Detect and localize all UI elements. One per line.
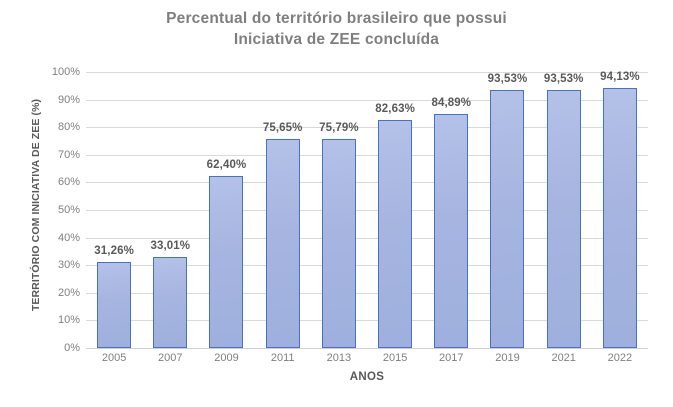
bar-value-label: 33,01% bbox=[150, 239, 191, 252]
x-axis-tick-labels: 2005 2007 2009 2011 2013 2015 2017 2019 2021 2022 bbox=[86, 352, 648, 370]
x-axis-line bbox=[86, 347, 648, 349]
gridline bbox=[86, 292, 648, 294]
bar-value-label: 94,13% bbox=[600, 71, 640, 84]
bar-slot: 33,01% bbox=[142, 72, 198, 348]
bar-value-label: 82,63% bbox=[375, 102, 415, 115]
y-axis-tick-label: 0% bbox=[64, 342, 80, 354]
y-axis-tick-label: 70% bbox=[57, 148, 80, 161]
bar-slot: 62,40% bbox=[198, 72, 254, 348]
plot-area: 31,26% 33,01% 62,40% 75,65% 75,79% 82,63% 84,8… bbox=[86, 71, 648, 349]
bar-value-label: 93,53% bbox=[487, 72, 528, 85]
y-axis-tick-label: 50% bbox=[57, 204, 80, 216]
y-axis-tick-label: 60% bbox=[57, 176, 80, 189]
x-axis-tick-label: 2007 bbox=[158, 352, 183, 364]
bar[interactable] bbox=[265, 139, 300, 348]
y-axis-tick-label: 20% bbox=[57, 286, 80, 299]
y-axis-tick-label: 10% bbox=[57, 314, 80, 327]
gridline bbox=[86, 237, 648, 239]
gridline bbox=[86, 127, 648, 129]
y-axis-tick-labels: 0% 10% 20% 30% 40% 50% 60% 70% 80% 90% 100% bbox=[30, 66, 80, 354]
bar-value-label: 31,26% bbox=[94, 244, 134, 257]
bar-series: 31,26% 33,01% 62,40% 75,65% 75,79% 82,63% 84,8… bbox=[86, 71, 648, 348]
bar-value-label: 62,40% bbox=[206, 158, 247, 171]
chart-title-line-2: Iniciativa de ZEE concluída bbox=[233, 31, 440, 48]
gridline bbox=[86, 182, 648, 184]
bar-slot: 94,13% bbox=[592, 71, 648, 348]
chart-title-line-1: Percentual do território brasileiro que … bbox=[166, 10, 507, 27]
gridline bbox=[86, 99, 648, 101]
x-axis-tick-label: 2022 bbox=[607, 352, 633, 364]
bar[interactable] bbox=[378, 119, 413, 348]
bar-value-label: 84,89% bbox=[431, 96, 472, 109]
gridline bbox=[86, 72, 648, 73]
chart-title: Percentual do território brasileiro que … bbox=[0, 8, 673, 50]
bar[interactable] bbox=[153, 256, 188, 348]
x-axis-tick-label: 2015 bbox=[382, 352, 408, 364]
bar-slot: 31,26% bbox=[86, 72, 142, 348]
y-axis-tick-label: 40% bbox=[57, 231, 80, 244]
x-axis-tick-label: 2017 bbox=[439, 352, 464, 364]
bar-slot: 82,63% bbox=[367, 72, 423, 348]
bar[interactable] bbox=[321, 138, 356, 348]
y-axis-tick-label: 100% bbox=[51, 66, 80, 78]
y-axis-tick-label: 80% bbox=[57, 121, 80, 134]
x-axis-tick-label: 2013 bbox=[326, 352, 352, 364]
bar-slot: 84,89% bbox=[423, 72, 479, 348]
y-axis-tick-label: 90% bbox=[57, 93, 80, 106]
gridline bbox=[86, 154, 648, 156]
bar[interactable] bbox=[209, 175, 244, 348]
bar-value-label: 75,79% bbox=[319, 121, 359, 134]
x-axis-tick-label: 2005 bbox=[101, 352, 127, 364]
bar[interactable] bbox=[97, 261, 132, 348]
bar-slot: 75,65% bbox=[255, 72, 311, 348]
x-axis-title: ANOS bbox=[349, 371, 385, 383]
x-axis-tick-label: 2021 bbox=[551, 352, 576, 364]
gridline bbox=[86, 265, 648, 267]
bar-slot: 93,53% bbox=[536, 72, 592, 348]
bar-slot: 75,79% bbox=[311, 72, 367, 348]
bar[interactable] bbox=[490, 89, 525, 348]
x-axis-tick-label: 2011 bbox=[270, 352, 295, 364]
bar-value-label: 93,53% bbox=[543, 72, 584, 85]
gridline bbox=[86, 320, 648, 322]
bar-value-label: 75,65% bbox=[262, 122, 303, 135]
bar[interactable] bbox=[602, 88, 637, 348]
x-axis-tick-label: 2019 bbox=[495, 352, 520, 364]
bar[interactable] bbox=[434, 113, 469, 348]
gridline bbox=[86, 210, 648, 211]
bar[interactable] bbox=[546, 89, 581, 348]
x-axis-tick-label: 2009 bbox=[214, 352, 239, 364]
bar-slot: 93,53% bbox=[479, 72, 535, 348]
y-axis-tick-label: 30% bbox=[57, 259, 80, 272]
